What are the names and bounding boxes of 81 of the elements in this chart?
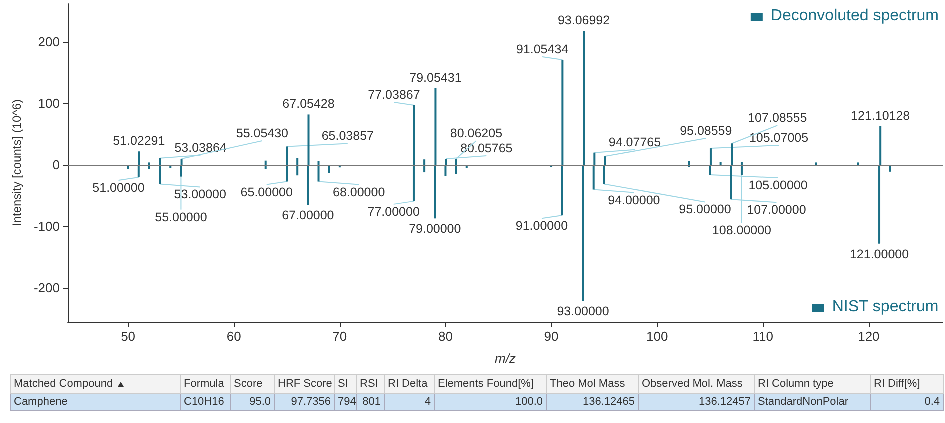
annotation: 91.05434 — [516, 42, 569, 56]
text: 801 — [356, 394, 384, 410]
annotation: 105.07005 — [749, 131, 809, 146]
annotation: 80.05765 — [460, 142, 513, 156]
annotation: 107.08555 — [748, 111, 808, 126]
annotation: 51.02291 — [113, 134, 166, 148]
category-label: RI Column type — [754, 374, 870, 394]
annotation: 65.03857 — [322, 129, 374, 144]
x-axis-title: m/z — [495, 351, 516, 366]
category-label: Score — [230, 374, 274, 394]
annotation: 105.00000 — [748, 178, 808, 192]
annotation: 93.06992 — [558, 14, 610, 28]
annotation: 95.00000 — [679, 202, 732, 217]
annotation: 67.05428 — [282, 97, 335, 112]
bar — [815, 162, 818, 166]
y-tick-label: 200 — [38, 34, 60, 50]
text: StandardNonPolar — [754, 394, 870, 410]
category-label: RI Diff[%] — [870, 374, 944, 394]
category-label: SI — [334, 374, 356, 394]
bar — [318, 165, 320, 182]
annotation: 107.00000 — [747, 203, 806, 218]
category-label: HRF Score — [274, 374, 334, 394]
annotation: 80.06205 — [450, 126, 503, 140]
category-label: Matched Compound — [10, 374, 180, 394]
annotation: 51.00000 — [92, 180, 145, 195]
y-tick-label: 100 — [38, 96, 60, 112]
text: 97.7356 — [274, 394, 334, 410]
y-tick-label: -100 — [34, 219, 60, 234]
x-tick-label: 80 — [438, 329, 453, 344]
x-tick-label: 100 — [646, 329, 668, 344]
annotation: 55.00000 — [155, 210, 208, 224]
x-tick-label: 110 — [752, 329, 774, 344]
text: 4 — [384, 394, 434, 410]
annotation: 79.05431 — [410, 70, 462, 85]
annotation: 79.00000 — [409, 222, 462, 236]
annotation: 53.00000 — [174, 188, 226, 202]
category-label: RI Delta — [384, 374, 434, 394]
annotation: 95.08559 — [680, 124, 732, 138]
annotation: 77.03867 — [368, 88, 420, 102]
category-label: Observed Mol. Mass — [638, 374, 754, 394]
annotation: 53.03864 — [174, 140, 227, 155]
annotation: 94.00000 — [608, 193, 660, 208]
annotation: 93.00000 — [557, 304, 610, 319]
text: 100.0 — [434, 394, 546, 410]
annotation: 65.00000 — [240, 185, 293, 200]
x-tick-label: 60 — [226, 329, 242, 344]
category-label: RSI — [356, 374, 384, 394]
annotation: 108.00000 — [712, 223, 772, 238]
text: 95.0 — [230, 394, 274, 410]
category-label: Theo Mol Mass — [546, 374, 638, 394]
annotation: 77.00000 — [368, 204, 420, 219]
y-tick-label: 0 — [52, 158, 60, 173]
y-axis-title: Intensity [counts] (10^6) — [10, 99, 24, 227]
x-tick-label: 90 — [544, 329, 559, 344]
legend-label: NIST spectrum — [832, 298, 939, 316]
text: 0.4 — [870, 394, 944, 410]
annotation: 121.00000 — [850, 247, 910, 262]
bar — [688, 161, 690, 166]
annotation: 68.00000 — [333, 185, 386, 200]
category-label: Formula — [180, 374, 230, 394]
annotation: 94.07765 — [608, 135, 662, 150]
text: 136.12457 — [638, 394, 754, 410]
legend-label: Deconvoluted spectrum — [770, 8, 940, 24]
x-tick-label: 70 — [332, 329, 348, 344]
y-tick-label: -200 — [34, 280, 60, 296]
bar — [740, 165, 743, 175]
annotation: 55.05430 — [236, 126, 289, 140]
bar — [857, 162, 860, 166]
text: 794 — [334, 394, 356, 410]
annotation: 91.00000 — [516, 219, 568, 234]
annotation: 121.10128 — [851, 108, 910, 123]
x-tick-label: 120 — [858, 329, 880, 344]
bar — [148, 162, 150, 166]
x-tick-label: 50 — [121, 329, 136, 344]
category-label: Elements Found[%] — [434, 374, 546, 394]
annotation: 67.00000 — [282, 208, 334, 223]
text: 136.12465 — [546, 394, 638, 410]
bar — [720, 162, 722, 166]
bar — [264, 160, 267, 166]
text: C10H16 — [180, 394, 230, 410]
text: Camphene — [10, 394, 180, 410]
